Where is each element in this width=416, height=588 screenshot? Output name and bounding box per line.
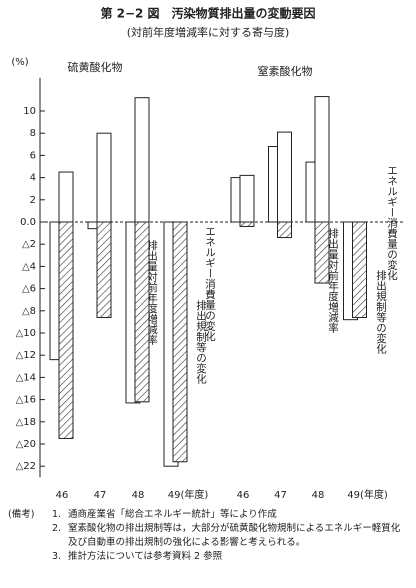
- bar: [352, 221, 367, 318]
- series-label: 排出量対前年度増減率: [327, 227, 339, 334]
- bar: [96, 221, 112, 318]
- chart: 第 2−2 図 汚染物質排出量の変動要因 (対前年度増減率に対する寄与度) (%…: [11, 6, 405, 501]
- note-row: 3. 推計方法については参考資料 2 参照: [8, 550, 408, 564]
- bar: [96, 132, 112, 223]
- note-lab: (備考): [8, 509, 35, 520]
- panel-title: 硫黄酸化物: [68, 60, 123, 74]
- note-row: 2. 窒素酸化物の排出規制等は，大部分が硫黄酸化物規制によるエネルギー軽質化及び自…: [8, 522, 408, 550]
- note-txt: 推計方法については参考資料 2 参照: [68, 551, 223, 562]
- note-row: (備考) 1. 通商産業省「総合エネルギー統計」等により作成: [8, 508, 408, 522]
- bar: [134, 221, 150, 403]
- x-tick-label: 46: [56, 490, 69, 501]
- y-tick-label: 10: [23, 106, 36, 117]
- y-tick-label: △8: [22, 306, 36, 317]
- y-tick-label: △16: [16, 395, 36, 406]
- x-tick-label: 48: [312, 490, 325, 501]
- note-lab: [8, 522, 52, 550]
- chart-subtitle: (対前年度増減率に対する寄与度): [127, 25, 290, 39]
- bar: [277, 221, 292, 239]
- y-tick-label: △2: [22, 239, 36, 250]
- x-tick-label: 49(年度): [168, 488, 209, 501]
- notes: (備考) 1. 通商産業省「総合エネルギー統計」等により作成 2. 窒素酸化物の排出規制…: [8, 508, 408, 564]
- x-tick-label: 47: [274, 490, 287, 501]
- note-num: 3.: [52, 551, 62, 562]
- note-lab: [8, 550, 52, 564]
- chart-title: 第 2−2 図 汚染物質排出量の変動要因: [100, 6, 315, 21]
- note-txt: 通商産業省「総合エネルギー統計」等により作成: [68, 509, 277, 520]
- bar: [314, 96, 330, 223]
- y-tick-label: △6: [22, 284, 36, 295]
- x-tick-label: 47: [94, 490, 107, 501]
- bar: [172, 221, 188, 463]
- note-num: 1.: [52, 509, 62, 520]
- x-tick-label: 46: [237, 490, 250, 501]
- y-tick-label: △12: [16, 350, 36, 361]
- y-tick-label: △4: [22, 261, 36, 272]
- bar: [134, 97, 150, 223]
- bar: [239, 174, 255, 223]
- bar: [58, 221, 74, 439]
- x-tick-label: 48: [132, 490, 145, 501]
- bar: [314, 221, 330, 284]
- panel-title: 窒素酸化物: [258, 64, 313, 78]
- series-label: 排出規制等の変化: [195, 299, 207, 385]
- series-label: エネルギー消費量の変化: [204, 226, 216, 342]
- y-tick-label: △20: [16, 439, 36, 450]
- y-tick-label: △22: [16, 461, 36, 472]
- y-tick-label: 0.0: [20, 217, 36, 228]
- y-tick-label: △18: [16, 417, 36, 428]
- y-tick-label: 4: [30, 173, 36, 184]
- y-tick-label: 2: [30, 195, 36, 206]
- series-label: 排出規制等の変化: [375, 269, 387, 355]
- bar: [58, 171, 74, 223]
- y-unit: (%): [11, 57, 28, 68]
- bar: [277, 131, 292, 223]
- note-num: 2.: [52, 523, 62, 534]
- y-tick-label: 8: [30, 128, 36, 139]
- bar: [239, 221, 255, 227]
- y-tick-label: △10: [16, 328, 36, 339]
- y-tick-label: △14: [16, 372, 36, 383]
- x-tick-label: 49(年度): [347, 488, 388, 501]
- y-tick-label: 6: [30, 150, 36, 161]
- note-txt: 窒素酸化物の排出規制等は，大部分が硫黄酸化物規制によるエネルギー軽質化及び自動車…: [68, 523, 401, 548]
- series-label: エネルギー消費量の変化: [386, 165, 398, 281]
